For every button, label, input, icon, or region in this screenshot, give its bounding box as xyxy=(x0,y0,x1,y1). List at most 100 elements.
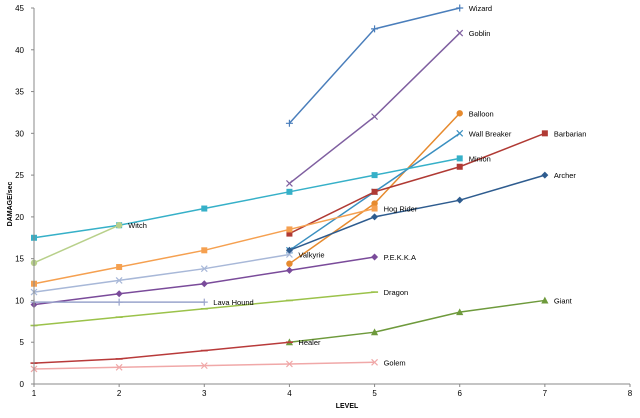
minion-point xyxy=(371,172,378,179)
series-valkyrie xyxy=(30,251,293,296)
x-tick-label: 5 xyxy=(372,389,377,398)
lava-hound-point xyxy=(115,298,123,306)
series-label-archer: Archer xyxy=(554,171,577,180)
series-label-dragon: Dragon xyxy=(384,288,409,297)
x-axis-title: LEVEL xyxy=(336,403,359,410)
y-tick-label: 10 xyxy=(15,296,24,305)
witch-point xyxy=(115,222,123,229)
barbarian-line xyxy=(289,132,546,235)
archer-line xyxy=(289,174,546,252)
p-e-k-k-a-point xyxy=(371,253,379,261)
valkyrie-point xyxy=(200,265,208,273)
x-tick-label: 7 xyxy=(543,389,548,398)
series-label-balloon: Balloon xyxy=(469,109,494,118)
goblin-line xyxy=(288,32,461,185)
x-tick-label: 6 xyxy=(457,389,462,398)
giant-point xyxy=(541,296,549,304)
archer-point xyxy=(371,213,379,221)
y-tick-label: 40 xyxy=(15,46,24,55)
x-tick-label: 2 xyxy=(117,389,122,398)
series-label-wall-breaker: Wall Breaker xyxy=(469,129,512,138)
lava-hound-point xyxy=(200,298,208,306)
series-layer xyxy=(30,4,549,373)
series-barbarian xyxy=(286,130,548,237)
hog-rider-point xyxy=(116,264,123,271)
series-label-goblin: Goblin xyxy=(469,29,491,38)
x-tick-label: 1 xyxy=(32,389,37,398)
goblin-point xyxy=(286,180,293,187)
series-label-golem: Golem xyxy=(384,358,406,367)
series-p-e-k-k-a xyxy=(30,253,379,309)
barbarian-point xyxy=(541,130,548,137)
x-tick-label: 8 xyxy=(628,389,633,398)
hog-rider-point xyxy=(371,205,378,212)
series-wizard xyxy=(285,4,464,127)
minion-line xyxy=(33,157,460,239)
wizard-point xyxy=(456,4,464,12)
x-tick-label: 4 xyxy=(287,389,292,398)
series-label-p-e-k-k-a: P.E.K.K.A xyxy=(384,253,416,262)
witch-line xyxy=(33,224,120,264)
y-tick-label: 15 xyxy=(15,255,24,264)
barbarian-point xyxy=(456,163,463,170)
golem-point xyxy=(200,362,208,370)
series-label-hog-rider: Hog Rider xyxy=(384,205,418,214)
barbarian-point xyxy=(286,230,293,237)
minion-point xyxy=(456,155,463,162)
wizard-point xyxy=(285,119,293,127)
goblin-point xyxy=(371,113,378,121)
giant-line xyxy=(289,299,545,343)
balloon-point xyxy=(456,110,463,117)
p-e-k-k-a-point xyxy=(285,266,293,274)
series-giant xyxy=(285,296,549,346)
barbarian-point xyxy=(371,188,378,195)
archer-point xyxy=(456,196,464,204)
valkyrie-point xyxy=(115,276,123,284)
balloon-point xyxy=(371,200,378,207)
hog-rider-line xyxy=(33,207,375,285)
series-minion xyxy=(31,155,463,241)
y-tick-label: 25 xyxy=(15,171,24,180)
hog-rider-point xyxy=(286,226,293,233)
x-axis-ticks: 1 2 3 4 5 6 7 8 xyxy=(32,384,633,398)
series-label-lava-hound: Lava Hound xyxy=(213,298,253,307)
series-healer xyxy=(30,341,293,364)
archer-point xyxy=(541,171,549,179)
series-witch xyxy=(30,222,123,267)
y-axis-ticks: 0 5 10 15 20 25 30 35 40 45 xyxy=(15,4,34,389)
series-label-layer: Wizard Goblin Balloon Wall Breaker Barbarian… xyxy=(128,4,586,367)
x-tick-label: 3 xyxy=(202,389,207,398)
series-label-witch: Witch xyxy=(128,221,147,230)
wizard-point xyxy=(371,25,379,33)
y-axis-title: DAMAGE/sec xyxy=(7,182,14,227)
golem-point xyxy=(115,363,123,371)
golem-point xyxy=(286,360,293,368)
series-label-minion: Minion xyxy=(469,154,491,163)
y-tick-label: 45 xyxy=(15,4,24,13)
y-tick-label: 35 xyxy=(15,88,24,97)
p-e-k-k-a-point xyxy=(115,290,123,298)
series-archer xyxy=(285,171,549,254)
giant-point xyxy=(370,328,379,336)
healer-line xyxy=(33,341,290,364)
y-tick-label: 30 xyxy=(15,129,24,138)
series-lava-hound xyxy=(30,298,208,306)
giant-point xyxy=(456,308,464,316)
p-e-k-k-a-point xyxy=(200,280,208,288)
y-tick-label: 5 xyxy=(20,338,25,347)
series-label-healer: Healer xyxy=(298,338,321,347)
valkyrie-line xyxy=(33,253,290,293)
valkyrie-point xyxy=(286,251,293,258)
series-hog-rider xyxy=(31,205,378,287)
series-label-valkyrie: Valkyrie xyxy=(298,250,324,259)
y-tick-label: 0 xyxy=(20,380,25,389)
y-tick-label: 20 xyxy=(15,213,24,222)
minion-point xyxy=(286,188,293,195)
hog-rider-point xyxy=(201,247,208,254)
series-goblin xyxy=(286,29,464,187)
balloon-line xyxy=(288,112,461,265)
series-label-barbarian: Barbarian xyxy=(554,129,587,138)
wizard-line xyxy=(288,7,460,124)
